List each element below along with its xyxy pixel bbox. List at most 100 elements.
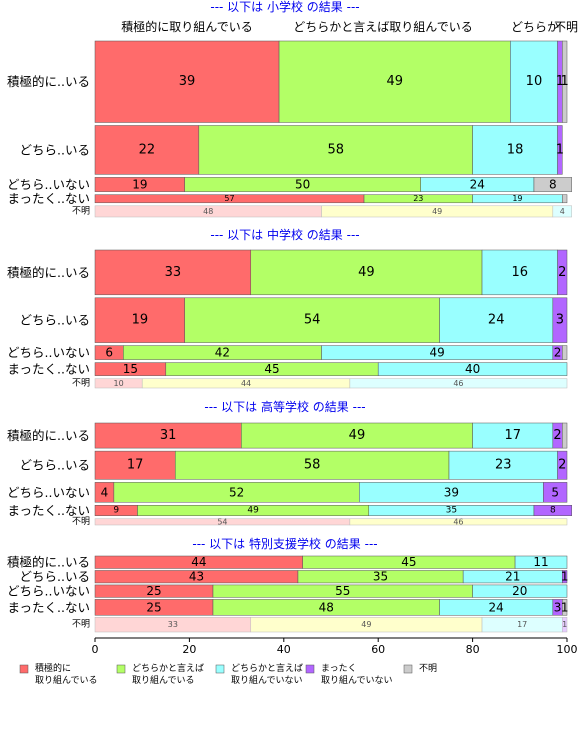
bar-row: どちら..いる 17 58 23 2 [20,450,568,480]
data-label: 49 [430,346,445,360]
data-label: 11 [533,555,548,569]
data-label: 33 [165,265,182,280]
tick-label: 60 [371,643,385,656]
data-label: 8 [550,505,556,515]
data-label: 4 [560,207,565,216]
data-label: 42 [215,346,230,360]
bar-segment [278,40,511,123]
data-label: 35 [373,570,388,584]
bar-row: まったく..ない 15 45 40 [8,362,568,377]
data-label: 44 [191,555,206,569]
data-label: 10 [114,379,124,388]
data-label: 58 [327,142,344,157]
bar-row: どちら..いる 22 58 18 1 [20,125,564,175]
bar-row: まったく..ない 25 48 24 3 1 [8,599,569,616]
group-title: --- 以下は 小学校 の結果 --- [210,0,359,14]
legend-label: 不明 [419,663,437,674]
group-title: --- 以下は 特別支援学校 の結果 --- [192,536,377,551]
legend: 積極的に取り組んでいる どちらかと言えば取り組んでいる どちらかと言えば取り組んでい… [19,662,437,686]
data-label: 45 [264,362,279,376]
bar-segment [557,450,568,480]
data-label: 55 [335,584,350,598]
bar-row: どちら..いる 43 35 21 1 [20,569,569,584]
bar-row: まったく..ない 57 23 19 [8,191,568,206]
bar-segment [174,450,450,480]
legend-item: まったく取り組んでいない [305,663,393,686]
row-label: どちら..いる [20,458,90,473]
data-label: 45 [401,555,416,569]
bar-row: まったく..ない 9 49 35 8 [8,503,572,518]
legend-swatch [215,664,225,674]
data-label: 21 [505,570,520,584]
bar-segment [349,378,568,389]
bar-segment [184,297,440,343]
row-label: まったく..ない [8,503,90,518]
bar-segment [94,40,280,123]
column-header: どちらかと言えば取り組んでいる [293,20,472,34]
bar-segment [562,617,568,633]
bar-segment [472,422,554,449]
legend-swatch [403,664,413,674]
row-label: まったく..ない [8,191,90,206]
data-label: 44 [241,379,251,388]
data-label: 49 [386,74,403,89]
column-header: どちらか [511,20,559,34]
bar-segment [562,422,568,449]
data-label: 9 [113,505,119,515]
bar-segment [250,249,483,296]
group-1: --- 以下は 中学校 の結果 ---積極的に..いる 33 49 16 2どちら..い… [7,227,568,389]
bar-row: 積極的に..いる 39 49 10 11 [7,40,569,123]
row-label: どちら..いない [7,345,90,360]
data-label: 24 [470,178,485,192]
row-label: 不明 [72,205,90,216]
row-label: まったく..ない [8,600,90,615]
bar-segment [562,570,568,584]
group-0: --- 以下は 小学校 の結果 ---積極的に..いる 39 49 10 11どちら..… [7,0,572,218]
row-label: どちら..いない [7,177,90,192]
tick-label: 40 [277,643,291,656]
data-label: 49 [349,428,366,443]
bar-segment [562,599,568,616]
legend-label: まったく取り組んでいない [321,663,393,686]
data-label: 24 [488,313,505,328]
data-label: 1 [562,620,567,629]
data-label: 19 [132,313,149,328]
data-label: 39 [444,485,459,499]
data-label: 18 [507,142,524,157]
data-label: 1 [556,142,564,157]
legend-swatch [19,664,29,674]
group-2: --- 以下は 高等学校 の結果 ---積極的に..いる 31 49 17 2どちら..… [7,399,572,527]
data-label: 1 [561,600,569,614]
data-label: 24 [489,600,504,614]
data-label: 17 [127,458,144,473]
data-label: 2 [558,458,566,473]
legend-label: 積極的に取り組んでいる [35,662,98,686]
bar-row: 積極的に..いる 33 49 16 2 [7,249,568,296]
data-label: 33 [168,620,178,629]
bar-row: 積極的に..いる 31 49 17 2 [7,422,568,449]
row-label: どちら..いない [7,485,90,500]
bar-segment [472,584,568,598]
data-label: 15 [123,362,138,376]
data-label: 10 [526,74,543,89]
bar-row: 不明 48 49 4 [72,205,572,218]
bar-segment [533,177,572,192]
legend-item: 積極的に取り組んでいる [19,662,98,686]
bar-segment [514,555,568,569]
data-label: 3 [556,313,564,328]
data-label: 49 [432,207,442,216]
bar-segment [557,125,563,175]
data-label: 49 [247,505,259,515]
data-label: 52 [229,485,244,499]
data-label: 54 [304,313,321,328]
bar-segment [439,297,554,343]
data-label: 25 [146,584,161,598]
row-label: 積極的に..いる [7,74,90,89]
data-label: 19 [512,194,522,203]
bar-row: どちら..いる 19 54 24 3 [20,297,568,343]
row-label: どちら..いる [20,313,90,328]
bar-segment [94,125,200,175]
row-label: 積極的に..いる [7,428,90,443]
data-label: 35 [446,505,457,515]
bar-segment [533,505,572,516]
